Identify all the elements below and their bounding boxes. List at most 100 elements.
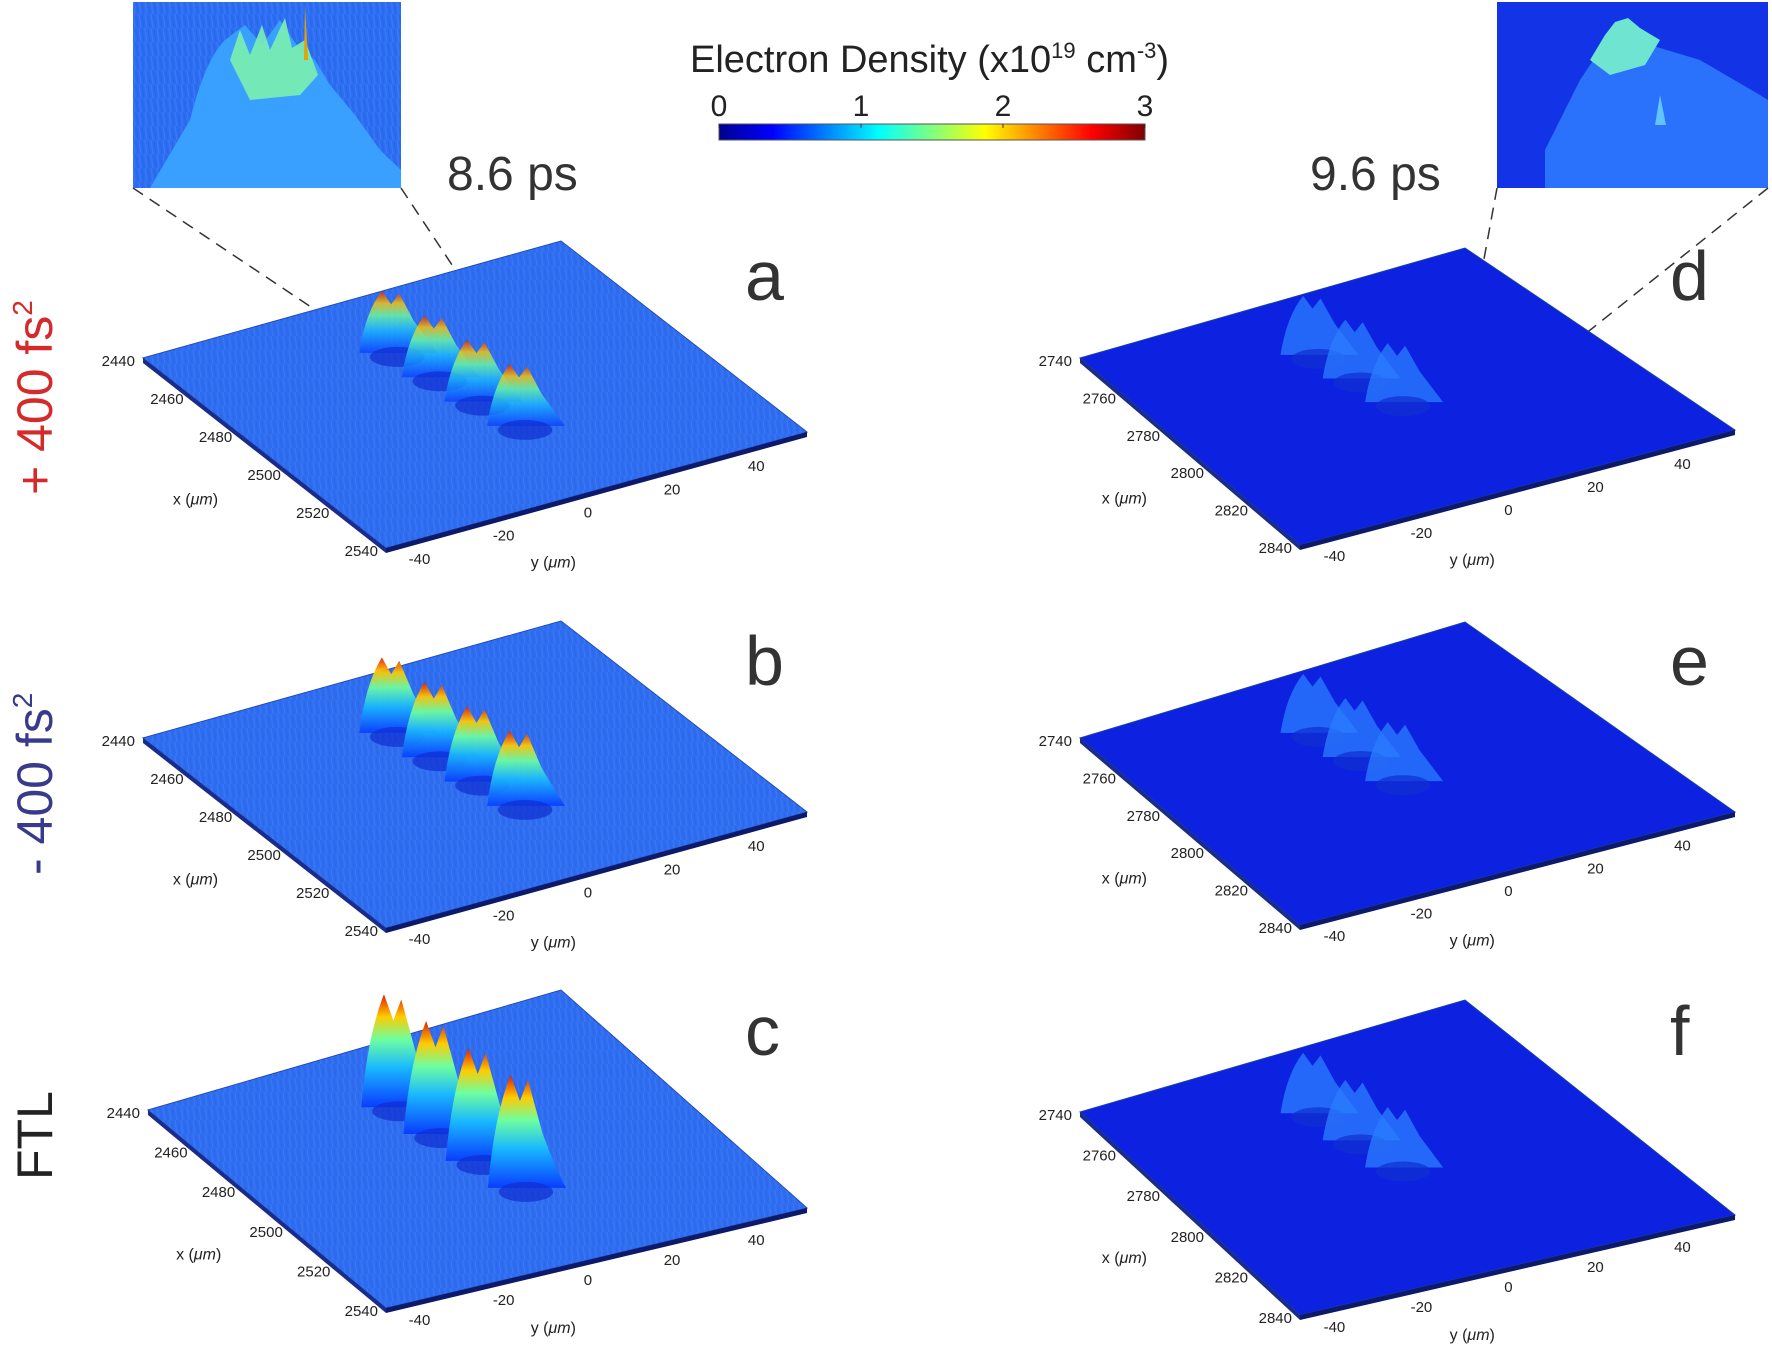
x-tick-label: 2740 [1039, 353, 1072, 370]
time-label-right: 9.6 ps [1310, 148, 1441, 201]
y-tick-label: 40 [1674, 456, 1691, 473]
x-tick-label: 2540 [345, 923, 378, 940]
x-tick-label: 2740 [1039, 733, 1072, 750]
surface-edge [386, 812, 807, 933]
y-tick-label: 40 [748, 458, 765, 475]
colorbar-gradient [718, 123, 1146, 141]
colorbar-tick: 3 [1137, 90, 1154, 123]
x-tick-label: 2460 [154, 1145, 187, 1162]
y-tick-label: 0 [1504, 883, 1512, 900]
surface-edge [1080, 738, 1300, 930]
x-tick-label: 2520 [296, 885, 329, 902]
surface-edge [1300, 430, 1735, 550]
y-tick-label: -20 [1411, 1299, 1433, 1316]
y-tick-label: -40 [409, 1312, 431, 1329]
y-tick-label: 0 [584, 504, 592, 521]
y-tick-label: -20 [493, 528, 515, 545]
y-tick-label: -20 [493, 908, 515, 925]
density-trough [497, 799, 553, 820]
y-tick-label: 0 [584, 884, 592, 901]
y-axis-label: y (μm) [1450, 932, 1495, 949]
y-tick-label: -20 [493, 1292, 515, 1309]
y-tick-label: -40 [1324, 548, 1346, 565]
y-tick-label: 20 [1587, 479, 1604, 496]
x-tick-label: 2440 [107, 1105, 140, 1122]
x-tick-label: 2780 [1127, 1188, 1160, 1205]
panel-d: 2740 2760 2780 2800 2820 2840 -40 -20 0 20 40 x (μm… [1039, 237, 1737, 569]
y-tick-label: -40 [409, 551, 431, 568]
y-tick-label: 20 [664, 481, 681, 498]
inset-left [133, 2, 401, 188]
panel-f: 2740 2760 2780 2800 2820 2840 -40 -20 0 20 40 x (μm… [1039, 992, 1737, 1344]
colorbar: Electron Density (x1019 cm-3) 0 1 2 3 [690, 38, 1169, 141]
x-tick-label: 2760 [1083, 770, 1116, 787]
x-axis-label: x (μm) [1102, 1250, 1147, 1267]
x-tick-label: 2780 [1127, 808, 1160, 825]
x-tick-label: 2460 [150, 391, 183, 408]
x-tick-label: 2500 [247, 847, 280, 864]
y-tick-label: 20 [664, 861, 681, 878]
y-tick-label: -20 [1411, 905, 1433, 922]
surface-edge [1300, 1215, 1735, 1320]
colorbar-title: Electron Density (x1019 cm-3) [690, 38, 1169, 81]
surface-edge [1300, 812, 1735, 930]
y-axis-label: y (μm) [531, 934, 576, 951]
y-tick-label: 40 [1674, 1239, 1691, 1256]
x-axis-label: x (μm) [1102, 490, 1147, 507]
x-axis-label: x (μm) [176, 1246, 221, 1263]
row-label-ftl: FTL [7, 1091, 63, 1180]
panel-letter: a [745, 237, 784, 315]
density-peak [487, 1074, 566, 1188]
y-axis-label: y (μm) [1450, 552, 1495, 569]
x-tick-label: 2840 [1259, 1310, 1292, 1327]
x-tick-label: 2500 [247, 467, 280, 484]
surface-edge [148, 1110, 386, 1313]
x-tick-label: 2800 [1171, 465, 1204, 482]
x-tick-label: 2500 [249, 1224, 282, 1241]
row-label-negative: - 400 fs2 [7, 693, 63, 875]
density-peak [487, 730, 566, 806]
x-tick-label: 2800 [1171, 1229, 1204, 1246]
inset-right [1497, 2, 1768, 188]
y-tick-label: -40 [409, 931, 431, 948]
y-axis-label: y (μm) [531, 1320, 576, 1337]
x-axis-label: x (μm) [1102, 870, 1147, 887]
colorbar-tick: 0 [711, 90, 728, 123]
x-tick-label: 2480 [199, 429, 232, 446]
y-tick-label: 20 [664, 1252, 681, 1269]
y-tick-label: 40 [748, 838, 765, 855]
surface-edge [1080, 1112, 1300, 1320]
x-tick-label: 2840 [1259, 920, 1292, 937]
density-trough [1375, 775, 1431, 796]
surface-edge [386, 432, 807, 553]
y-tick-label: 20 [1587, 1259, 1604, 1276]
x-tick-label: 2760 [1083, 390, 1116, 407]
colorbar-tick: 1 [853, 90, 870, 123]
panel-e: 2740 2760 2780 2800 2820 2840 -40 -20 0 20 40 x (μm… [1039, 621, 1737, 949]
panel-letter: c [745, 992, 780, 1070]
y-tick-label: 40 [1674, 838, 1691, 855]
density-trough [1375, 1161, 1431, 1182]
y-tick-label: -40 [1324, 928, 1346, 945]
y-tick-label: -40 [1324, 1319, 1346, 1336]
panel-letter: d [1670, 237, 1709, 315]
panel-letter: f [1670, 992, 1690, 1070]
x-tick-label: 2540 [345, 543, 378, 560]
density-peak [1365, 722, 1444, 782]
x-tick-label: 2840 [1259, 540, 1292, 557]
x-tick-label: 2460 [150, 771, 183, 788]
x-tick-label: 2480 [202, 1184, 235, 1201]
x-tick-label: 2520 [297, 1263, 330, 1280]
density-peak [1365, 1106, 1444, 1168]
y-tick-label: -20 [1411, 525, 1433, 542]
surface-edge [143, 358, 386, 553]
x-axis-label: x (μm) [173, 872, 218, 889]
y-tick-label: 0 [584, 1272, 592, 1289]
x-tick-label: 2440 [102, 353, 135, 370]
x-tick-label: 2480 [199, 809, 232, 826]
y-axis-label: y (μm) [531, 554, 576, 571]
surface-edge [386, 1208, 807, 1313]
density-trough [1375, 396, 1431, 417]
x-tick-label: 2780 [1127, 428, 1160, 445]
y-tick-label: 20 [1587, 860, 1604, 877]
